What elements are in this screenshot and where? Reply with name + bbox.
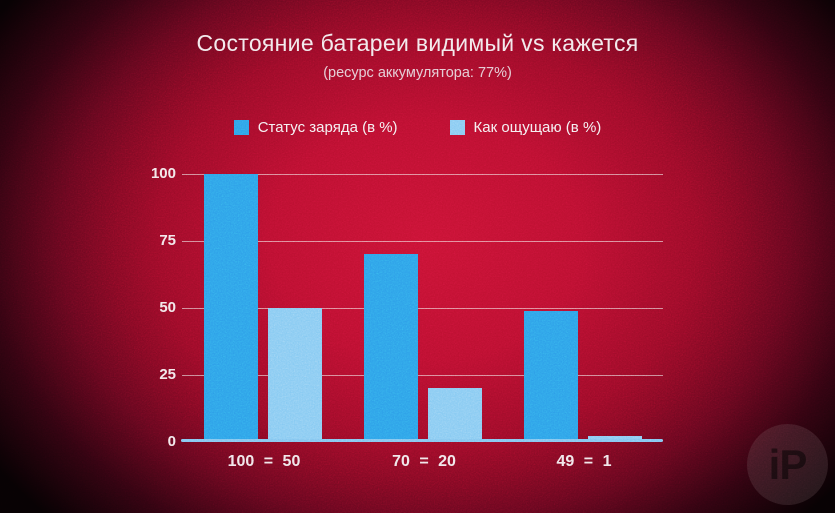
y-tick-75: 75 — [159, 232, 176, 249]
legend-item-charge-status: Статус заряда (в %) — [233, 119, 398, 136]
chart-subtitle: (ресурс аккумулятора: 77%) — [323, 65, 512, 81]
legend: Статус заряда (в %) Как ощущаю (в %) — [0, 119, 835, 136]
x-category-label-2: 70 = 20 — [392, 453, 456, 470]
y-tick-50: 50 — [159, 299, 176, 316]
bar-group3-series1 — [524, 310, 578, 442]
legend-swatch-charge-status-icon — [233, 120, 249, 135]
legend-swatch-feels-like-icon — [449, 120, 465, 135]
bar-group2-series1 — [364, 254, 418, 442]
y-axis: 100 75 50 25 0 — [120, 165, 176, 450]
legend-label-feels-like: Как ощущаю (в %) — [473, 119, 602, 136]
y-tick-100: 100 — [150, 165, 176, 182]
ip-logo-watermark: iP — [747, 424, 828, 505]
ip-logo-text: iP — [768, 440, 808, 488]
x-axis-line — [181, 439, 663, 442]
bar-group1-series1 — [204, 174, 258, 442]
y-tick-0: 0 — [167, 433, 176, 450]
x-category-label-3: 49 = 1 — [556, 453, 612, 470]
bar-group2-series2 — [428, 388, 482, 442]
plot-area: 100 = 50 70 = 20 49 = 1 — [181, 174, 663, 470]
bar-group1-series2 — [268, 308, 322, 442]
x-category-label-1: 100 = 50 — [227, 453, 301, 470]
legend-item-feels-like: Как ощущаю (в %) — [449, 119, 602, 136]
chart-title: Состояние батареи видимый vs кажется — [196, 30, 639, 56]
legend-label-charge-status: Статус заряда (в %) — [257, 119, 398, 136]
y-tick-25: 25 — [159, 366, 176, 383]
